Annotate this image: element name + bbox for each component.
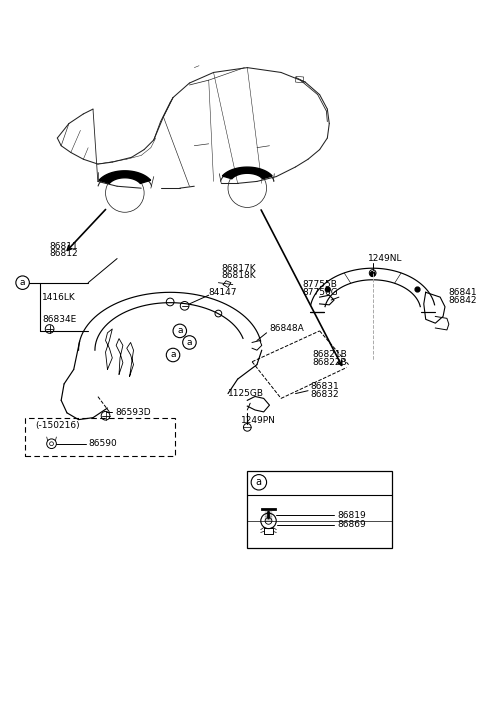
Text: 86842: 86842	[448, 295, 476, 305]
Text: 86821B: 86821B	[312, 351, 347, 359]
Polygon shape	[222, 167, 272, 179]
Bar	[247, 471, 392, 548]
Text: 1125GB: 1125GB	[228, 389, 264, 398]
Text: 86841: 86841	[448, 288, 477, 297]
Text: 1416LK: 1416LK	[42, 293, 76, 302]
Text: 86848A: 86848A	[269, 324, 304, 334]
Text: 86811: 86811	[49, 241, 78, 251]
Text: 86832: 86832	[310, 390, 338, 399]
Text: 86590: 86590	[88, 439, 117, 448]
Text: a: a	[256, 477, 262, 487]
Text: (-150216): (-150216)	[35, 421, 80, 430]
Text: 86869: 86869	[337, 520, 366, 529]
Text: 86818K: 86818K	[221, 271, 256, 280]
Circle shape	[370, 272, 375, 276]
Bar	[296, 77, 304, 83]
Text: 86822B: 86822B	[312, 359, 347, 367]
Text: 1249NL: 1249NL	[368, 254, 402, 263]
Text: 87755B: 87755B	[302, 280, 337, 289]
Text: a: a	[187, 338, 192, 347]
Text: 86834E: 86834E	[42, 315, 76, 324]
Text: 86817K: 86817K	[221, 263, 256, 273]
Text: 86831: 86831	[310, 382, 339, 391]
Text: a: a	[170, 351, 176, 359]
Circle shape	[415, 287, 420, 292]
Text: 86819: 86819	[337, 510, 366, 520]
Text: 87756G: 87756G	[302, 288, 338, 297]
Text: 86812: 86812	[49, 249, 78, 258]
Text: a: a	[20, 278, 25, 287]
Polygon shape	[99, 171, 151, 183]
Text: 86593D: 86593D	[115, 408, 151, 417]
Circle shape	[325, 287, 330, 292]
Bar	[25, 417, 175, 457]
Text: 84147: 84147	[209, 288, 237, 297]
Text: 1249PN: 1249PN	[240, 416, 276, 425]
Text: a: a	[177, 327, 182, 335]
